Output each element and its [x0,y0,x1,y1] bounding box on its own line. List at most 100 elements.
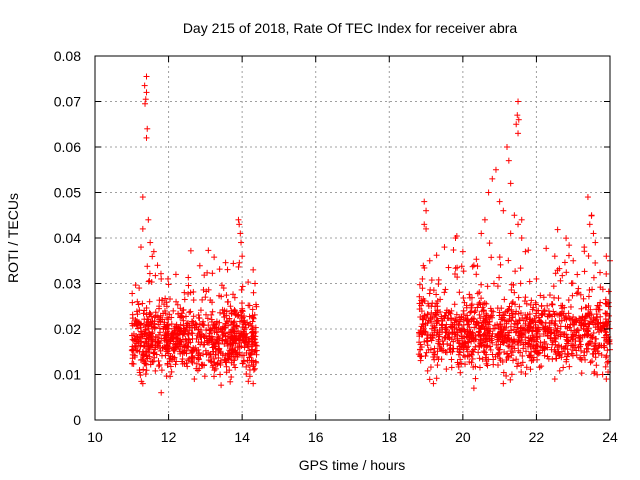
data-point [476,311,483,318]
data-point [201,373,208,380]
data-point [165,281,172,288]
data-point [570,257,577,264]
data-point [490,361,497,368]
data-point [243,330,250,337]
data-point [142,330,149,337]
data-point [498,305,505,312]
data-point [487,313,494,320]
data-point [474,290,481,297]
data-point [454,329,461,336]
data-point [157,312,164,319]
data-point [179,355,186,362]
data-point [217,360,224,367]
data-point [203,327,210,334]
data-point [243,371,250,378]
data-point [506,343,513,350]
data-point [549,356,556,363]
data-point [532,341,539,348]
data-point [598,352,605,359]
data-point [430,380,437,387]
data-point [540,308,547,315]
data-point [533,275,540,282]
data-point [423,349,430,356]
data-point [246,354,253,361]
data-point [166,358,173,365]
data-point [472,375,479,382]
data-point [468,308,475,315]
data-point [477,337,484,344]
data-point [236,221,243,228]
data-point [134,322,141,329]
data-point [141,82,148,89]
data-point [515,341,522,348]
data-point [156,361,163,368]
data-point [487,305,494,312]
data-point [204,269,211,276]
data-point [442,334,449,341]
x-tick-label: 22 [529,429,545,445]
data-point [143,367,150,374]
data-point [421,312,428,319]
data-point [494,345,501,352]
data-points [128,73,613,396]
data-point [567,342,574,349]
data-point [478,230,485,237]
data-point [474,319,481,326]
data-point [443,366,450,373]
data-point [462,353,469,360]
data-point [528,348,535,355]
data-point [239,253,246,260]
data-point [253,342,260,349]
data-point [157,347,164,354]
data-point [416,339,423,346]
data-point [193,323,200,330]
data-point [518,235,525,241]
data-point [433,252,440,259]
data-point [430,349,437,356]
data-point [591,368,598,375]
data-point [586,339,593,346]
data-point [208,333,215,340]
data-point [149,342,156,349]
data-point [444,326,451,333]
data-point [249,306,256,313]
data-point [517,310,524,317]
data-point [542,323,549,330]
data-point [593,306,600,313]
data-point [428,318,435,325]
data-point [205,247,212,254]
data-point [136,285,143,292]
data-point [246,362,253,369]
data-point [181,296,188,303]
data-point [605,288,612,295]
data-point [481,326,488,333]
data-point [193,347,200,354]
data-point [245,342,252,349]
data-point [603,253,610,260]
data-point [516,303,523,310]
data-point [578,370,585,377]
data-point [482,316,489,323]
data-point [582,304,589,311]
data-point [458,263,465,270]
data-point [485,189,492,196]
data-point [220,310,227,317]
data-point [522,370,529,377]
data-point [167,363,174,370]
data-point [478,308,485,315]
data-point [538,302,545,309]
data-point [431,329,438,336]
data-point [567,303,574,310]
data-point [428,337,435,344]
data-point [241,331,248,338]
data-point [149,336,156,343]
data-point [219,332,226,339]
x-tick-label: 20 [455,429,471,445]
data-point [201,341,208,348]
data-point [588,212,595,219]
data-point [450,338,457,345]
data-point [245,302,252,309]
data-point [508,317,515,324]
data-point [218,382,225,389]
data-point [137,324,144,331]
